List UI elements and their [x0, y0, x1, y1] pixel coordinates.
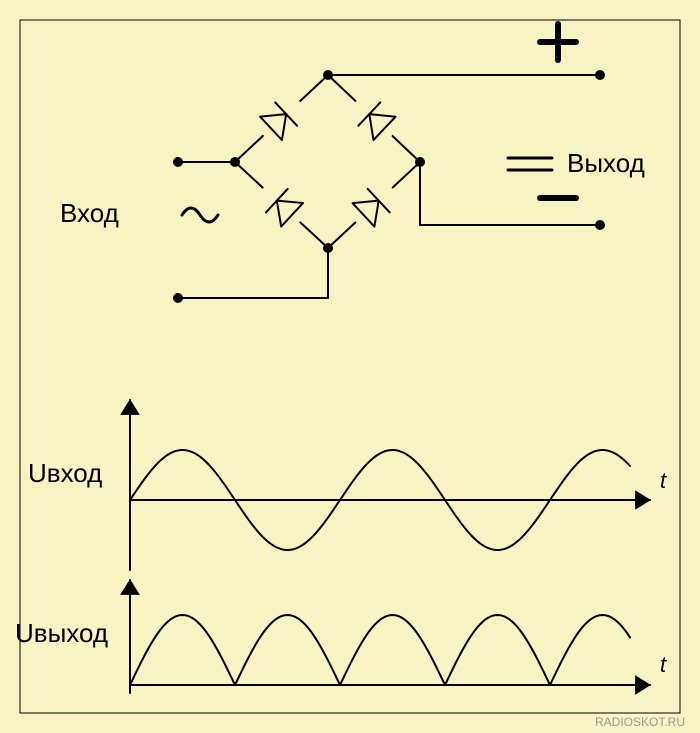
watermark: RADIOSKOT.RU: [595, 715, 685, 729]
label-input: Вход: [60, 198, 119, 229]
label-u-input: Uвход: [28, 458, 102, 489]
diagram-stage: Вход Выход Uвход Uвыход t t RADIOSKOT.RU: [0, 0, 700, 733]
label-output: Выход: [567, 148, 645, 179]
label-u-output: Uвыход: [15, 618, 108, 649]
axis-t-label-2: t: [660, 652, 666, 678]
axis-t-label-1: t: [660, 468, 666, 494]
